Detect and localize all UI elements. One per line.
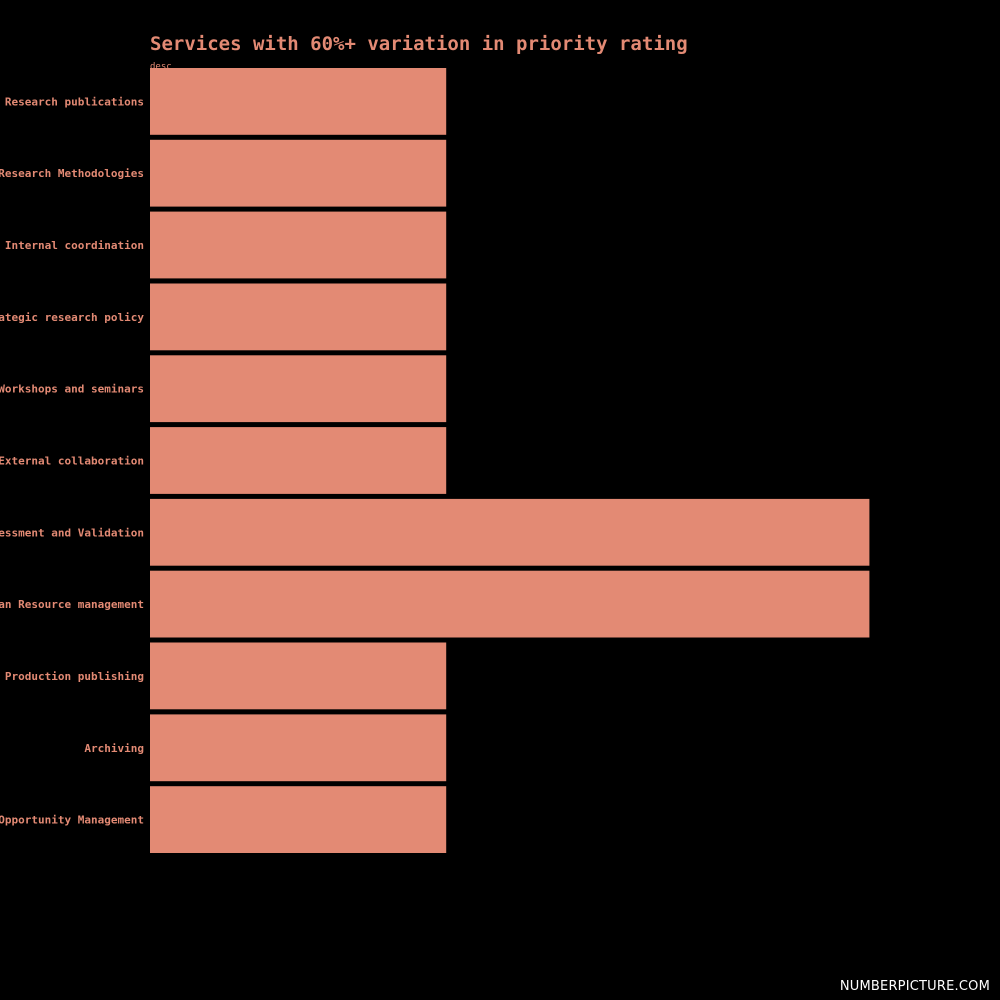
category-label: Workshops and seminars (0, 383, 144, 396)
bar (150, 642, 447, 710)
category-label: Internal coordination (5, 239, 144, 252)
category-label: External collaboration (0, 455, 144, 468)
category-label: Assessment and Validation (0, 526, 144, 539)
bar (150, 68, 447, 135)
watermark: NUMBERPICTURE.COM (839, 979, 990, 994)
chart-title: Services with 60%+ variation in priority… (150, 33, 688, 55)
category-label: Production publishing (5, 670, 144, 683)
bar (150, 498, 870, 566)
category-label: Strategic research policy (0, 311, 144, 324)
category-label: Human Resource management (0, 598, 144, 611)
category-label: Research publications (5, 95, 144, 108)
category-labels-group: Research publications Research Methodolog… (0, 95, 144, 826)
bar (150, 786, 447, 853)
category-label: Research Methodologies (0, 167, 144, 180)
bar (150, 355, 447, 423)
category-label: Opportunity Management (0, 814, 144, 827)
chart-subtitle: desc (150, 62, 172, 72)
category-label: Archiving (84, 742, 144, 755)
bar (150, 139, 447, 207)
bar (150, 283, 447, 351)
bars-group (150, 68, 870, 853)
bar (150, 714, 447, 782)
bar (150, 211, 447, 279)
bar (150, 427, 447, 494)
bar (150, 570, 870, 638)
